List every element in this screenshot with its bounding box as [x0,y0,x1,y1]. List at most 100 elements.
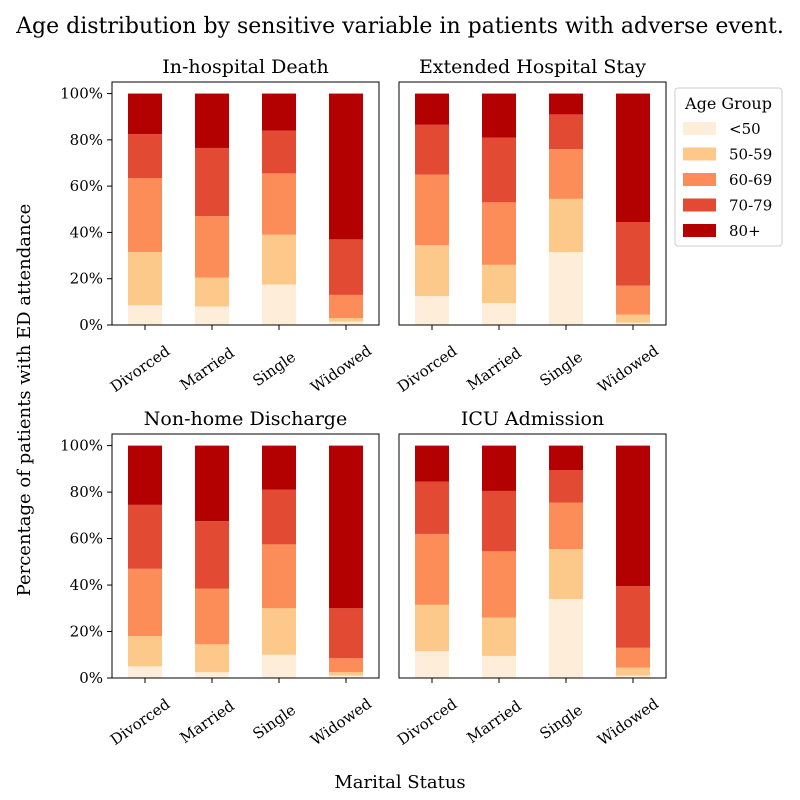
bar-segment-divorced-5 [415,93,449,125]
panel-title: In-hospital Death [162,56,329,78]
bar-segment-single-1 [549,252,583,325]
legend-title: Age Group [684,94,772,113]
bar-segment-divorced-2 [415,245,449,297]
bar-segment-divorced-4 [415,481,449,534]
y-tick-label: 60% [70,530,103,548]
x-tick-label: Married [177,344,238,394]
bar-segment-single-5 [262,93,296,131]
y-tick-label: 20% [70,623,103,641]
legend: Age Group <50 50-59 60-69 70-79 80+ [674,87,783,247]
bar-segment-married-4 [482,137,516,203]
figure-title: Age distribution by sensitive variable i… [15,14,784,39]
panels: Divorced Married Single Widowed0%20%40%60%8… [60,56,667,749]
bar-segment-married-4 [195,521,229,589]
bar-segment-single-2 [549,549,583,599]
bar-segment-married-2 [195,644,229,673]
bar-segment-married-5 [195,93,229,148]
bar-segment-divorced-4 [415,124,449,175]
bar-segment-widowed-1 [616,675,650,678]
panel-2: Divorced Married Single Widowed Extended Hos… [394,56,667,396]
bar-segment-single-2 [262,234,296,285]
y-tick-label: 60% [70,177,103,195]
bar-segment-widowed-4 [616,586,650,648]
bar-segment-single-1 [262,284,296,325]
bar-segment-single-1 [262,654,296,678]
bar-segment-married-3 [482,202,516,265]
bar-segment-married-1 [482,303,516,325]
bar-segment-married-1 [195,672,229,678]
bar-segment-widowed-5 [616,445,650,587]
panel-frame [111,81,380,326]
bar-segment-single-4 [549,470,583,503]
bar-segment-divorced-4 [128,504,162,569]
bar-segment-widowed-5 [329,93,363,240]
y-axis-label: Percentage of patients with ED attendanc… [14,204,35,597]
bar-segment-single-2 [549,198,583,253]
bar-segment-widowed-4 [616,222,650,286]
bar-segment-widowed-3 [329,658,363,673]
bar-segment-widowed-5 [616,93,650,223]
y-tick-label: 0% [79,316,103,334]
x-tick-label: Divorced [394,342,461,396]
bar-segment-divorced-3 [128,178,162,253]
bar-segment-divorced-3 [128,568,162,637]
bar-segment-widowed-3 [616,647,650,668]
bar-segment-single-3 [549,149,583,199]
panel-title: Non-home Discharge [144,408,347,430]
bar-segment-single-3 [262,173,296,235]
bar-segment-single-2 [262,608,296,655]
bar-segment-single-4 [262,489,296,545]
bar-segment-married-4 [482,490,516,552]
bar-segment-married-1 [195,306,229,325]
y-tick-label: 80% [70,131,103,149]
panel-frame [111,433,380,679]
y-tick-label: 0% [79,669,103,687]
bar-segment-divorced-4 [128,134,162,179]
panel-3: Divorced Married Single Widowed 0% 20% 40% 60% 8… [60,408,380,749]
bar-segment-married-1 [482,655,516,678]
bar-segment-divorced-3 [415,174,449,246]
y-tick-label: 100% [60,85,103,103]
bar-segment-widowed-1 [329,321,363,325]
bar-segment-married-4 [195,147,229,217]
x-tick-label: Single [249,701,299,743]
bar-segment-divorced-2 [415,604,449,652]
bar-segment-widowed-2 [329,672,363,676]
bar-segment-single-4 [549,114,583,150]
y-tick-label: 40% [70,223,103,241]
bar-segment-divorced-2 [128,636,162,667]
bar-segment-married-2 [482,617,516,656]
x-tick-label: Married [464,344,525,394]
bar-segment-divorced-1 [128,666,162,678]
legend-entry: 50-59 [729,146,772,164]
legend-swatch [683,122,716,135]
y-tick-label: 40% [70,576,103,594]
bar-segment-married-5 [195,445,229,522]
bar-segment-widowed-4 [329,239,363,295]
panel-1: Divorced Married Single Widowed 0% 20% 40% 60% 8… [60,56,380,396]
bar-segment-single-5 [549,93,583,115]
bar-segment-widowed-4 [329,608,363,659]
bar-segment-widowed-1 [616,322,650,325]
bar-segment-married-3 [195,216,229,278]
bar-segment-divorced-5 [415,445,449,482]
bar-segment-widowed-2 [616,667,650,676]
legend-entry: 80+ [729,222,761,240]
panel-frame [398,433,667,679]
bar-segment-married-2 [482,264,516,304]
x-tick-label: Married [464,697,525,747]
bar-segment-divorced-5 [128,445,162,505]
x-tick-label: Divorced [107,342,174,396]
bar-segment-widowed-2 [616,314,650,323]
y-tick-label: 80% [70,483,103,501]
bar-segment-married-5 [482,93,516,138]
bar-segment-married-3 [482,551,516,618]
bar-segment-married-2 [195,277,229,307]
bar-segment-married-3 [195,588,229,645]
bar-segment-single-1 [549,598,583,678]
x-tick-label: Widowed [594,694,662,749]
bar-segment-divorced-3 [415,533,449,605]
bar-segment-single-3 [549,502,583,550]
x-tick-label: Widowed [307,341,375,396]
